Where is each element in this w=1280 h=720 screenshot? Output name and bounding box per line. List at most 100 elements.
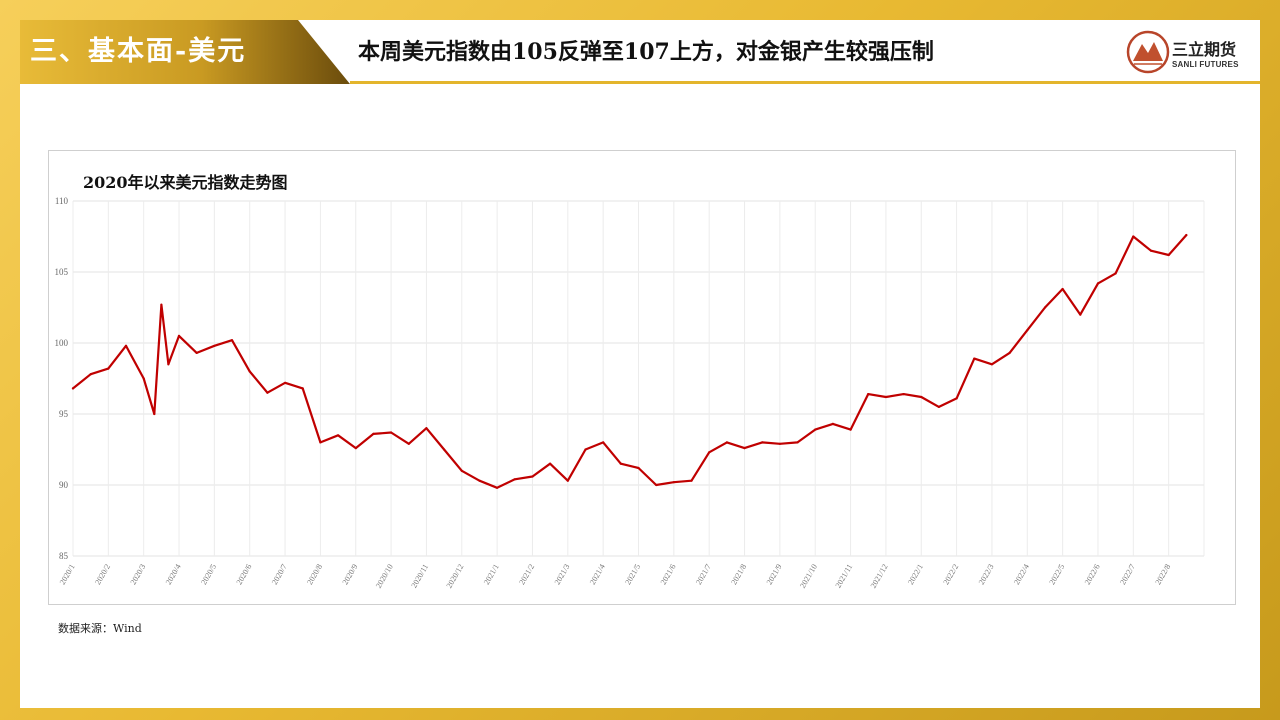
data-point	[619, 462, 622, 465]
data-point	[1061, 287, 1064, 291]
data-point	[725, 441, 729, 444]
data-point	[937, 405, 941, 408]
x-tick-label: 2020/1	[58, 563, 77, 587]
data-point	[460, 469, 463, 472]
x-tick-label: 2022/1	[906, 563, 925, 587]
data-point	[354, 447, 357, 450]
x-tick-label: 2020/3	[129, 563, 148, 587]
data-point	[71, 387, 75, 390]
data-point	[761, 441, 764, 444]
data-point	[920, 395, 923, 399]
company-logo: 三立期货 SANLI FUTURES	[1126, 30, 1260, 76]
data-point	[672, 481, 675, 484]
x-tick-label: 2021/11	[834, 563, 855, 590]
x-tick-label: 2021/4	[588, 563, 607, 587]
data-point	[390, 431, 393, 434]
x-tick-label: 2022/6	[1083, 563, 1102, 587]
usd-index-chart: 85 90 95 100 105 110 2020/1 2020/2 2020/3 2020/4 2…	[55, 196, 1205, 590]
data-point	[1008, 351, 1011, 354]
data-point	[160, 303, 163, 306]
data-point	[89, 373, 92, 376]
x-tick-label: 2021/12	[869, 563, 890, 590]
data-point	[531, 475, 534, 478]
data-point	[831, 422, 835, 425]
data-point	[549, 462, 552, 465]
x-tick-label: 2020/4	[164, 563, 183, 587]
data-point	[284, 381, 287, 384]
section-tab: 三、基本面-美元	[20, 20, 370, 84]
x-tick-label: 2021/9	[765, 563, 784, 587]
series-line	[71, 234, 1188, 489]
data-point	[1132, 235, 1135, 238]
data-point	[213, 344, 216, 347]
data-point	[955, 397, 958, 400]
data-point	[814, 428, 817, 431]
data-point	[167, 363, 170, 366]
data-point	[849, 428, 852, 431]
data-point	[990, 363, 994, 366]
x-tick-label: 2020/12	[445, 563, 466, 590]
data-point	[1079, 313, 1082, 316]
data-point	[884, 395, 888, 399]
data-point	[637, 466, 640, 470]
data-point	[248, 370, 251, 373]
x-tick-label: 2021/1	[482, 563, 501, 587]
data-point	[478, 479, 481, 482]
logo-text-en: SANLI FUTURES	[1172, 60, 1239, 69]
logo-text-cn: 三立期货	[1172, 40, 1237, 59]
data-point	[1149, 249, 1153, 252]
x-tick-label: 2020/6	[235, 563, 254, 587]
data-point	[973, 357, 976, 360]
data-point	[1114, 272, 1117, 275]
data-point	[778, 442, 782, 445]
data-point	[1167, 253, 1170, 257]
data-point	[230, 339, 234, 342]
data-point	[513, 478, 516, 481]
data-point	[301, 387, 304, 390]
x-tick-label: 2022/7	[1118, 563, 1137, 587]
x-tick-label: 2021/2	[517, 563, 536, 587]
data-point	[902, 393, 905, 396]
x-tick-label: 2021/8	[729, 563, 748, 587]
data-point	[496, 486, 499, 489]
data-point	[708, 451, 711, 454]
data-point	[266, 391, 269, 394]
data-point	[177, 334, 181, 337]
data-point	[867, 393, 870, 396]
x-tick-label: 2021/5	[623, 563, 642, 587]
chart-title: 2020年以来美元指数走势图	[83, 173, 288, 192]
data-point	[425, 427, 428, 430]
data-point	[443, 448, 446, 451]
x-tick-label: 2020/2	[93, 563, 112, 587]
headline: 本周美元指数由105反弹至107上方，对金银产生较强压制	[358, 39, 934, 65]
x-tick-label: 2021/10	[798, 563, 819, 590]
data-point	[153, 412, 156, 416]
x-tick-label: 2021/6	[659, 563, 678, 587]
x-tick-label: 2022/3	[977, 563, 996, 587]
section-tab-background	[20, 20, 350, 84]
x-tick-label: 2022/4	[1012, 563, 1031, 587]
data-point	[743, 447, 746, 450]
data-point	[1096, 282, 1100, 285]
section-title: 三、基本面-美元	[30, 36, 247, 67]
x-tick-label: 2020/5	[199, 563, 218, 587]
mountain-logo-icon	[1126, 30, 1170, 74]
x-tick-label: 2021/7	[694, 563, 713, 587]
x-tick-label: 2020/8	[305, 563, 324, 587]
data-point	[195, 351, 198, 354]
chart-panel: 85 90 95 100 105 110 2020/1 2020/2 2020/3 2020/4 2…	[48, 150, 1236, 605]
data-point	[372, 432, 375, 435]
data-point	[142, 377, 145, 380]
y-tick-label: 95	[59, 409, 69, 419]
x-tick-label: 2022/5	[1047, 563, 1066, 587]
y-tick-label: 105	[55, 267, 69, 277]
source-note: 数据来源：Wind	[58, 622, 142, 635]
data-point	[1026, 329, 1029, 332]
slide-canvas: 三、基本面-美元 本周美元指数由105反弹至107上方，对金银产生较强压制 三立…	[20, 20, 1260, 708]
header-divider	[350, 81, 1260, 84]
data-point	[107, 367, 110, 370]
data-point	[124, 344, 128, 347]
y-tick-label: 110	[55, 196, 69, 206]
x-tick-label: 2022/8	[1153, 563, 1172, 587]
x-tick-label: 2020/9	[341, 563, 360, 587]
